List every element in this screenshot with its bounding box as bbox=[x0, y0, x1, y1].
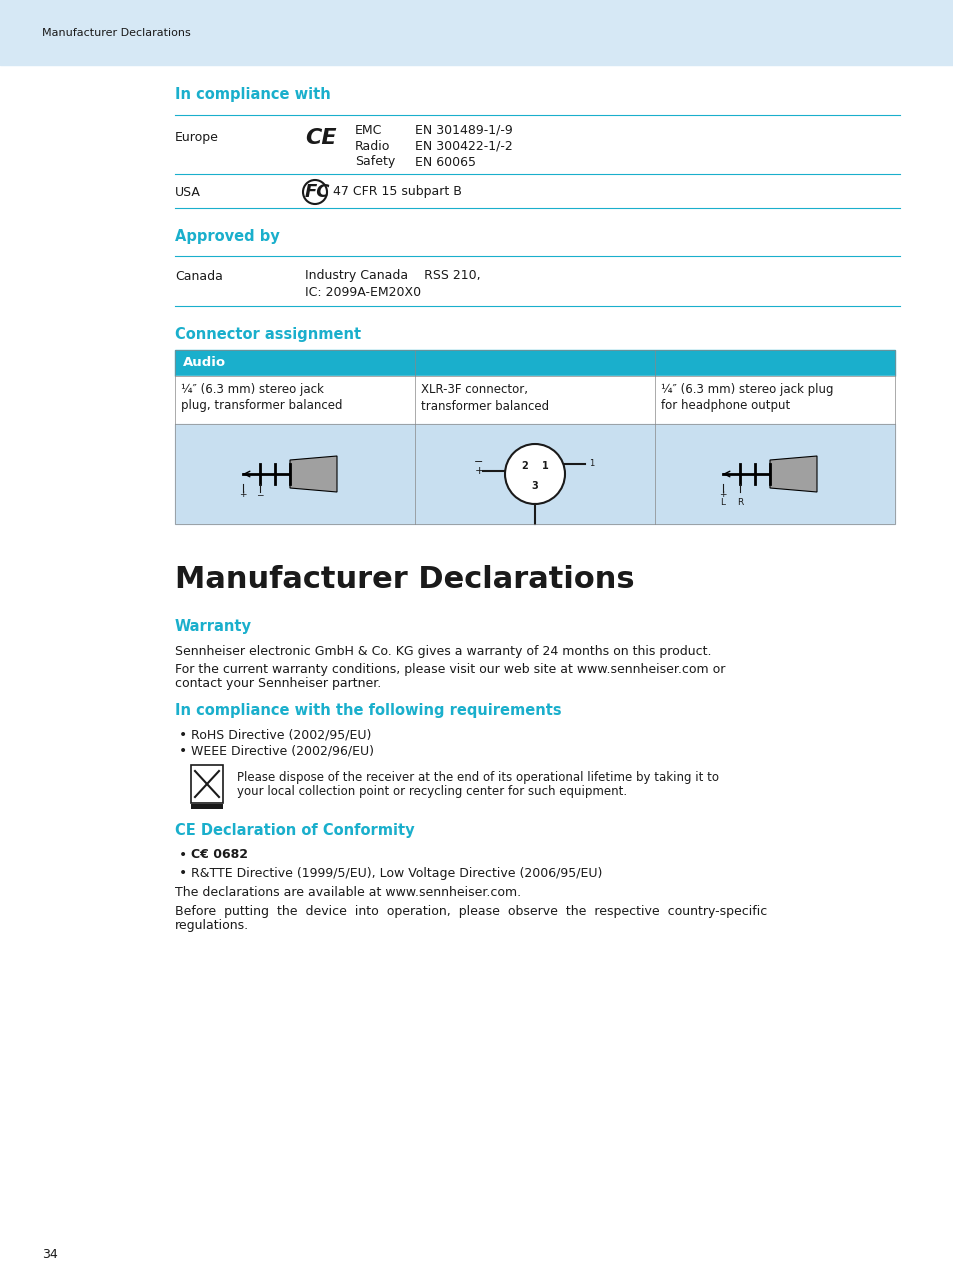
Text: 34: 34 bbox=[42, 1249, 58, 1262]
Bar bbox=[191, 765, 223, 803]
Text: Europe: Europe bbox=[174, 131, 218, 144]
Circle shape bbox=[504, 445, 564, 504]
Text: 47 CFR 15 subpart B: 47 CFR 15 subpart B bbox=[333, 185, 461, 198]
Text: •: • bbox=[179, 744, 187, 758]
Bar bbox=[174, 424, 894, 524]
Text: L: L bbox=[720, 499, 724, 508]
Text: for headphone output: for headphone output bbox=[660, 400, 789, 412]
Text: EMC: EMC bbox=[355, 123, 382, 136]
Text: •: • bbox=[179, 729, 187, 741]
Text: C€ 0682: C€ 0682 bbox=[191, 848, 248, 861]
Text: •: • bbox=[179, 848, 187, 862]
Text: 1: 1 bbox=[588, 460, 594, 469]
Text: EN 300422-1/-2: EN 300422-1/-2 bbox=[415, 140, 512, 153]
Text: plug, transformer balanced: plug, transformer balanced bbox=[181, 400, 342, 412]
Bar bbox=[174, 377, 894, 424]
Text: ¼″ (6.3 mm) stereo jack: ¼″ (6.3 mm) stereo jack bbox=[181, 383, 323, 397]
Text: RoHS Directive (2002/95/EU): RoHS Directive (2002/95/EU) bbox=[191, 729, 371, 741]
Text: Manufacturer Declarations: Manufacturer Declarations bbox=[42, 27, 191, 37]
Text: Canada: Canada bbox=[174, 270, 223, 283]
Text: Safety: Safety bbox=[355, 155, 395, 168]
Text: XLR-3F connector,: XLR-3F connector, bbox=[420, 383, 527, 397]
Text: transformer balanced: transformer balanced bbox=[420, 400, 549, 412]
Text: 1: 1 bbox=[541, 461, 548, 472]
Text: Manufacturer Declarations: Manufacturer Declarations bbox=[174, 564, 634, 594]
Text: 3: 3 bbox=[531, 481, 537, 491]
Text: +: + bbox=[719, 490, 726, 499]
Text: Please dispose of the receiver at the end of its operational lifetime by taking : Please dispose of the receiver at the en… bbox=[236, 771, 719, 784]
Text: In compliance with the following requirements: In compliance with the following require… bbox=[174, 703, 561, 718]
Text: Industry Canada    RSS 210,: Industry Canada RSS 210, bbox=[305, 270, 480, 283]
Text: Warranty: Warranty bbox=[174, 619, 252, 635]
Bar bbox=[174, 350, 894, 524]
Text: +: + bbox=[239, 490, 247, 499]
Text: Connector assignment: Connector assignment bbox=[174, 326, 361, 342]
Text: R&TTE Directive (1999/5/EU), Low Voltage Directive (2006/95/EU): R&TTE Directive (1999/5/EU), Low Voltage… bbox=[191, 866, 601, 879]
Text: IC: 2099A-EM20X0: IC: 2099A-EM20X0 bbox=[305, 285, 420, 298]
Text: FC: FC bbox=[305, 182, 330, 200]
Text: •: • bbox=[179, 866, 187, 880]
Text: 2: 2 bbox=[521, 461, 528, 472]
Polygon shape bbox=[290, 456, 336, 492]
Text: +: + bbox=[474, 466, 483, 475]
Polygon shape bbox=[769, 456, 816, 492]
Text: For the current warranty conditions, please visit our web site at www.sennheiser: For the current warranty conditions, ple… bbox=[174, 663, 724, 676]
Text: regulations.: regulations. bbox=[174, 919, 249, 932]
Text: EN 60065: EN 60065 bbox=[415, 155, 476, 168]
Text: Approved by: Approved by bbox=[174, 229, 279, 243]
Text: CE: CE bbox=[305, 128, 336, 148]
Text: contact your Sennheiser partner.: contact your Sennheiser partner. bbox=[174, 676, 381, 690]
Text: Radio: Radio bbox=[355, 140, 390, 153]
Text: Sennheiser electronic GmbH & Co. KG gives a warranty of 24 months on this produc: Sennheiser electronic GmbH & Co. KG give… bbox=[174, 645, 711, 658]
Text: CE Declaration of Conformity: CE Declaration of Conformity bbox=[174, 824, 415, 839]
Text: Audio: Audio bbox=[183, 356, 226, 370]
Text: your local collection point or recycling center for such equipment.: your local collection point or recycling… bbox=[236, 785, 626, 798]
Text: Before  putting  the  device  into  operation,  please  observe  the  respective: Before putting the device into operation… bbox=[174, 905, 766, 917]
Text: The declarations are available at www.sennheiser.com.: The declarations are available at www.se… bbox=[174, 887, 520, 900]
Bar bbox=[0, 0, 953, 66]
Bar bbox=[191, 804, 223, 810]
Bar bbox=[174, 350, 894, 377]
Text: −: − bbox=[256, 490, 263, 499]
Text: R: R bbox=[736, 499, 742, 508]
Text: In compliance with: In compliance with bbox=[174, 87, 331, 103]
Text: WEEE Directive (2002/96/EU): WEEE Directive (2002/96/EU) bbox=[191, 744, 374, 757]
Text: ¼″ (6.3 mm) stereo jack plug: ¼″ (6.3 mm) stereo jack plug bbox=[660, 383, 833, 397]
Text: EN 301489-1/-9: EN 301489-1/-9 bbox=[415, 123, 512, 136]
Text: −: − bbox=[474, 457, 483, 466]
Text: USA: USA bbox=[174, 185, 201, 198]
